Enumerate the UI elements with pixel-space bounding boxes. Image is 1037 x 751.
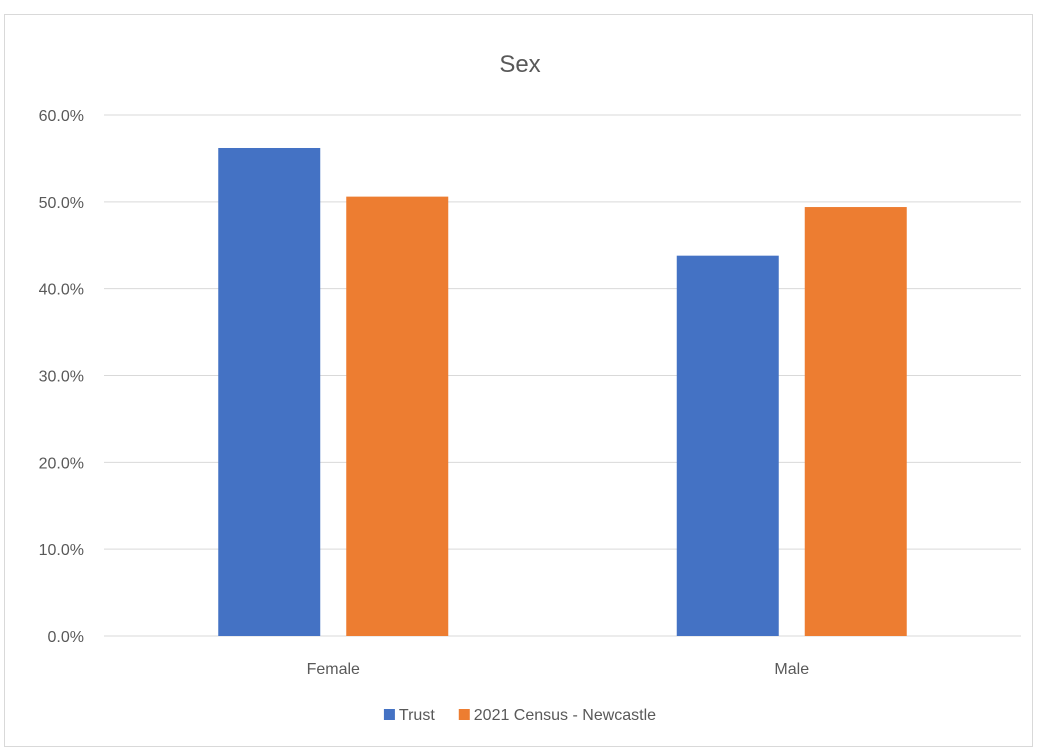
bar-2021-census-newcastle-male: [804, 207, 907, 636]
y-tick-label: 20.0%: [39, 455, 84, 472]
y-axis-ticks: 0.0% 10.0% 20.0% 30.0% 40.0% 50.0% 60.0%: [39, 108, 84, 646]
legend-label: 2021 Census - Newcastle: [474, 707, 656, 724]
y-tick-label: 0.0%: [48, 629, 84, 646]
y-tick-label: 50.0%: [39, 195, 84, 212]
chart-title: Sex: [499, 51, 540, 78]
y-tick-label: 10.0%: [39, 542, 84, 559]
legend-label: Trust: [399, 707, 435, 724]
legend-swatch: [458, 709, 470, 720]
bar-2021-census-newcastle-female: [346, 196, 449, 636]
legend: Trust 2021 Census - Newcastle: [383, 707, 656, 724]
x-tick-label: Male: [774, 661, 809, 678]
bars: [218, 147, 907, 637]
x-axis-ticks: Female Male: [307, 661, 810, 678]
legend-swatch: [383, 709, 395, 720]
legend-item: Trust: [383, 707, 435, 724]
legend-item: 2021 Census - Newcastle: [458, 707, 656, 724]
y-tick-label: 30.0%: [39, 369, 84, 386]
y-tick-label: 60.0%: [39, 108, 84, 125]
x-tick-label: Female: [307, 661, 360, 678]
y-tick-label: 40.0%: [39, 282, 84, 299]
bar-trust-male: [676, 255, 779, 637]
bar-trust-female: [218, 147, 321, 636]
